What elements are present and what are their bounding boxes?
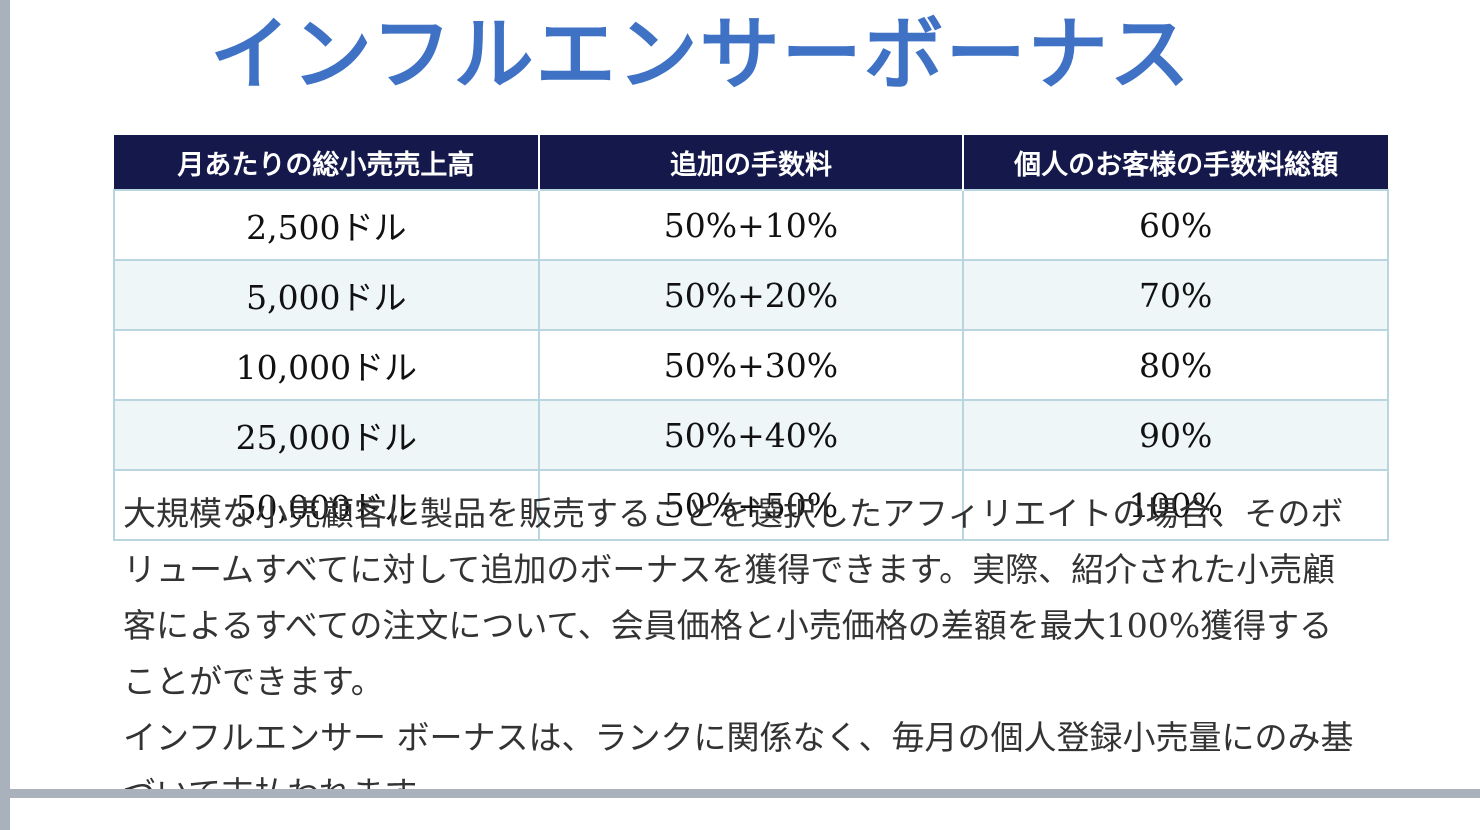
table-cell-total: 80% [962, 329, 1389, 401]
table-row: 5,000ドル 50%+20% 70% [113, 259, 1389, 331]
page-title: インフルエンサーボーナス [210, 7, 1192, 101]
table-cell-additional: 50%+10% [537, 189, 965, 261]
table-cell-total: 70% [962, 259, 1389, 331]
header-additional-commission: 追加の手数料 [537, 135, 964, 190]
page-bottom-divider [10, 789, 1480, 798]
left-frame-border [0, 0, 10, 830]
body-text: 大規模な小売顧客に製品を販売することを選択したアフィリエイトの場合、そのボリュー… [123, 486, 1363, 789]
bonus-table: 月あたりの総小売売上高 追加の手数料 個人のお客様の手数料総額 2,500ドル … [113, 135, 1389, 541]
document-page: インフルエンサーボーナス 月あたりの総小売売上高 追加の手数料 個人のお客様の手… [10, 0, 1480, 789]
body-paragraph: インフルエンサー ボーナスは、ランクに関係なく、毎月の個人登録小売量にのみ基づい… [123, 718, 1354, 789]
table-cell-additional: 50%+30% [537, 329, 965, 401]
header-total-commission: 個人のお客様の手数料総額 [962, 135, 1388, 190]
table-cell-total: 90% [962, 399, 1389, 471]
table-cell-sales: 2,500ドル [113, 189, 540, 261]
table-cell-sales: 10,000ドル [113, 329, 540, 401]
body-paragraph: 大規模な小売顧客に製品を販売することを選択したアフィリエイトの場合、そのボリュー… [123, 494, 1344, 701]
table-cell-sales: 25,000ドル [113, 399, 540, 471]
table-row: 2,500ドル 50%+10% 60% [113, 189, 1389, 261]
table-cell-total: 60% [962, 189, 1389, 261]
table-cell-sales: 5,000ドル [113, 259, 540, 331]
table-cell-additional: 50%+20% [537, 259, 965, 331]
table-cell-additional: 50%+40% [537, 399, 965, 471]
header-monthly-retail-sales: 月あたりの総小売売上高 [114, 135, 539, 190]
table-row: 50,000ドル 50%+50% 100% [113, 469, 1389, 541]
table-row: 10,000ドル 50%+30% 80% [113, 329, 1389, 401]
table-row: 25,000ドル 50%+40% 90% [113, 399, 1389, 471]
table-cell-total: 100% [962, 469, 1389, 541]
table-cell-sales: 50,000ドル [113, 469, 540, 541]
table-header-row: 月あたりの総小売売上高 追加の手数料 個人のお客様の手数料総額 [114, 135, 1388, 190]
table-cell-additional: 50%+50% [537, 469, 965, 541]
